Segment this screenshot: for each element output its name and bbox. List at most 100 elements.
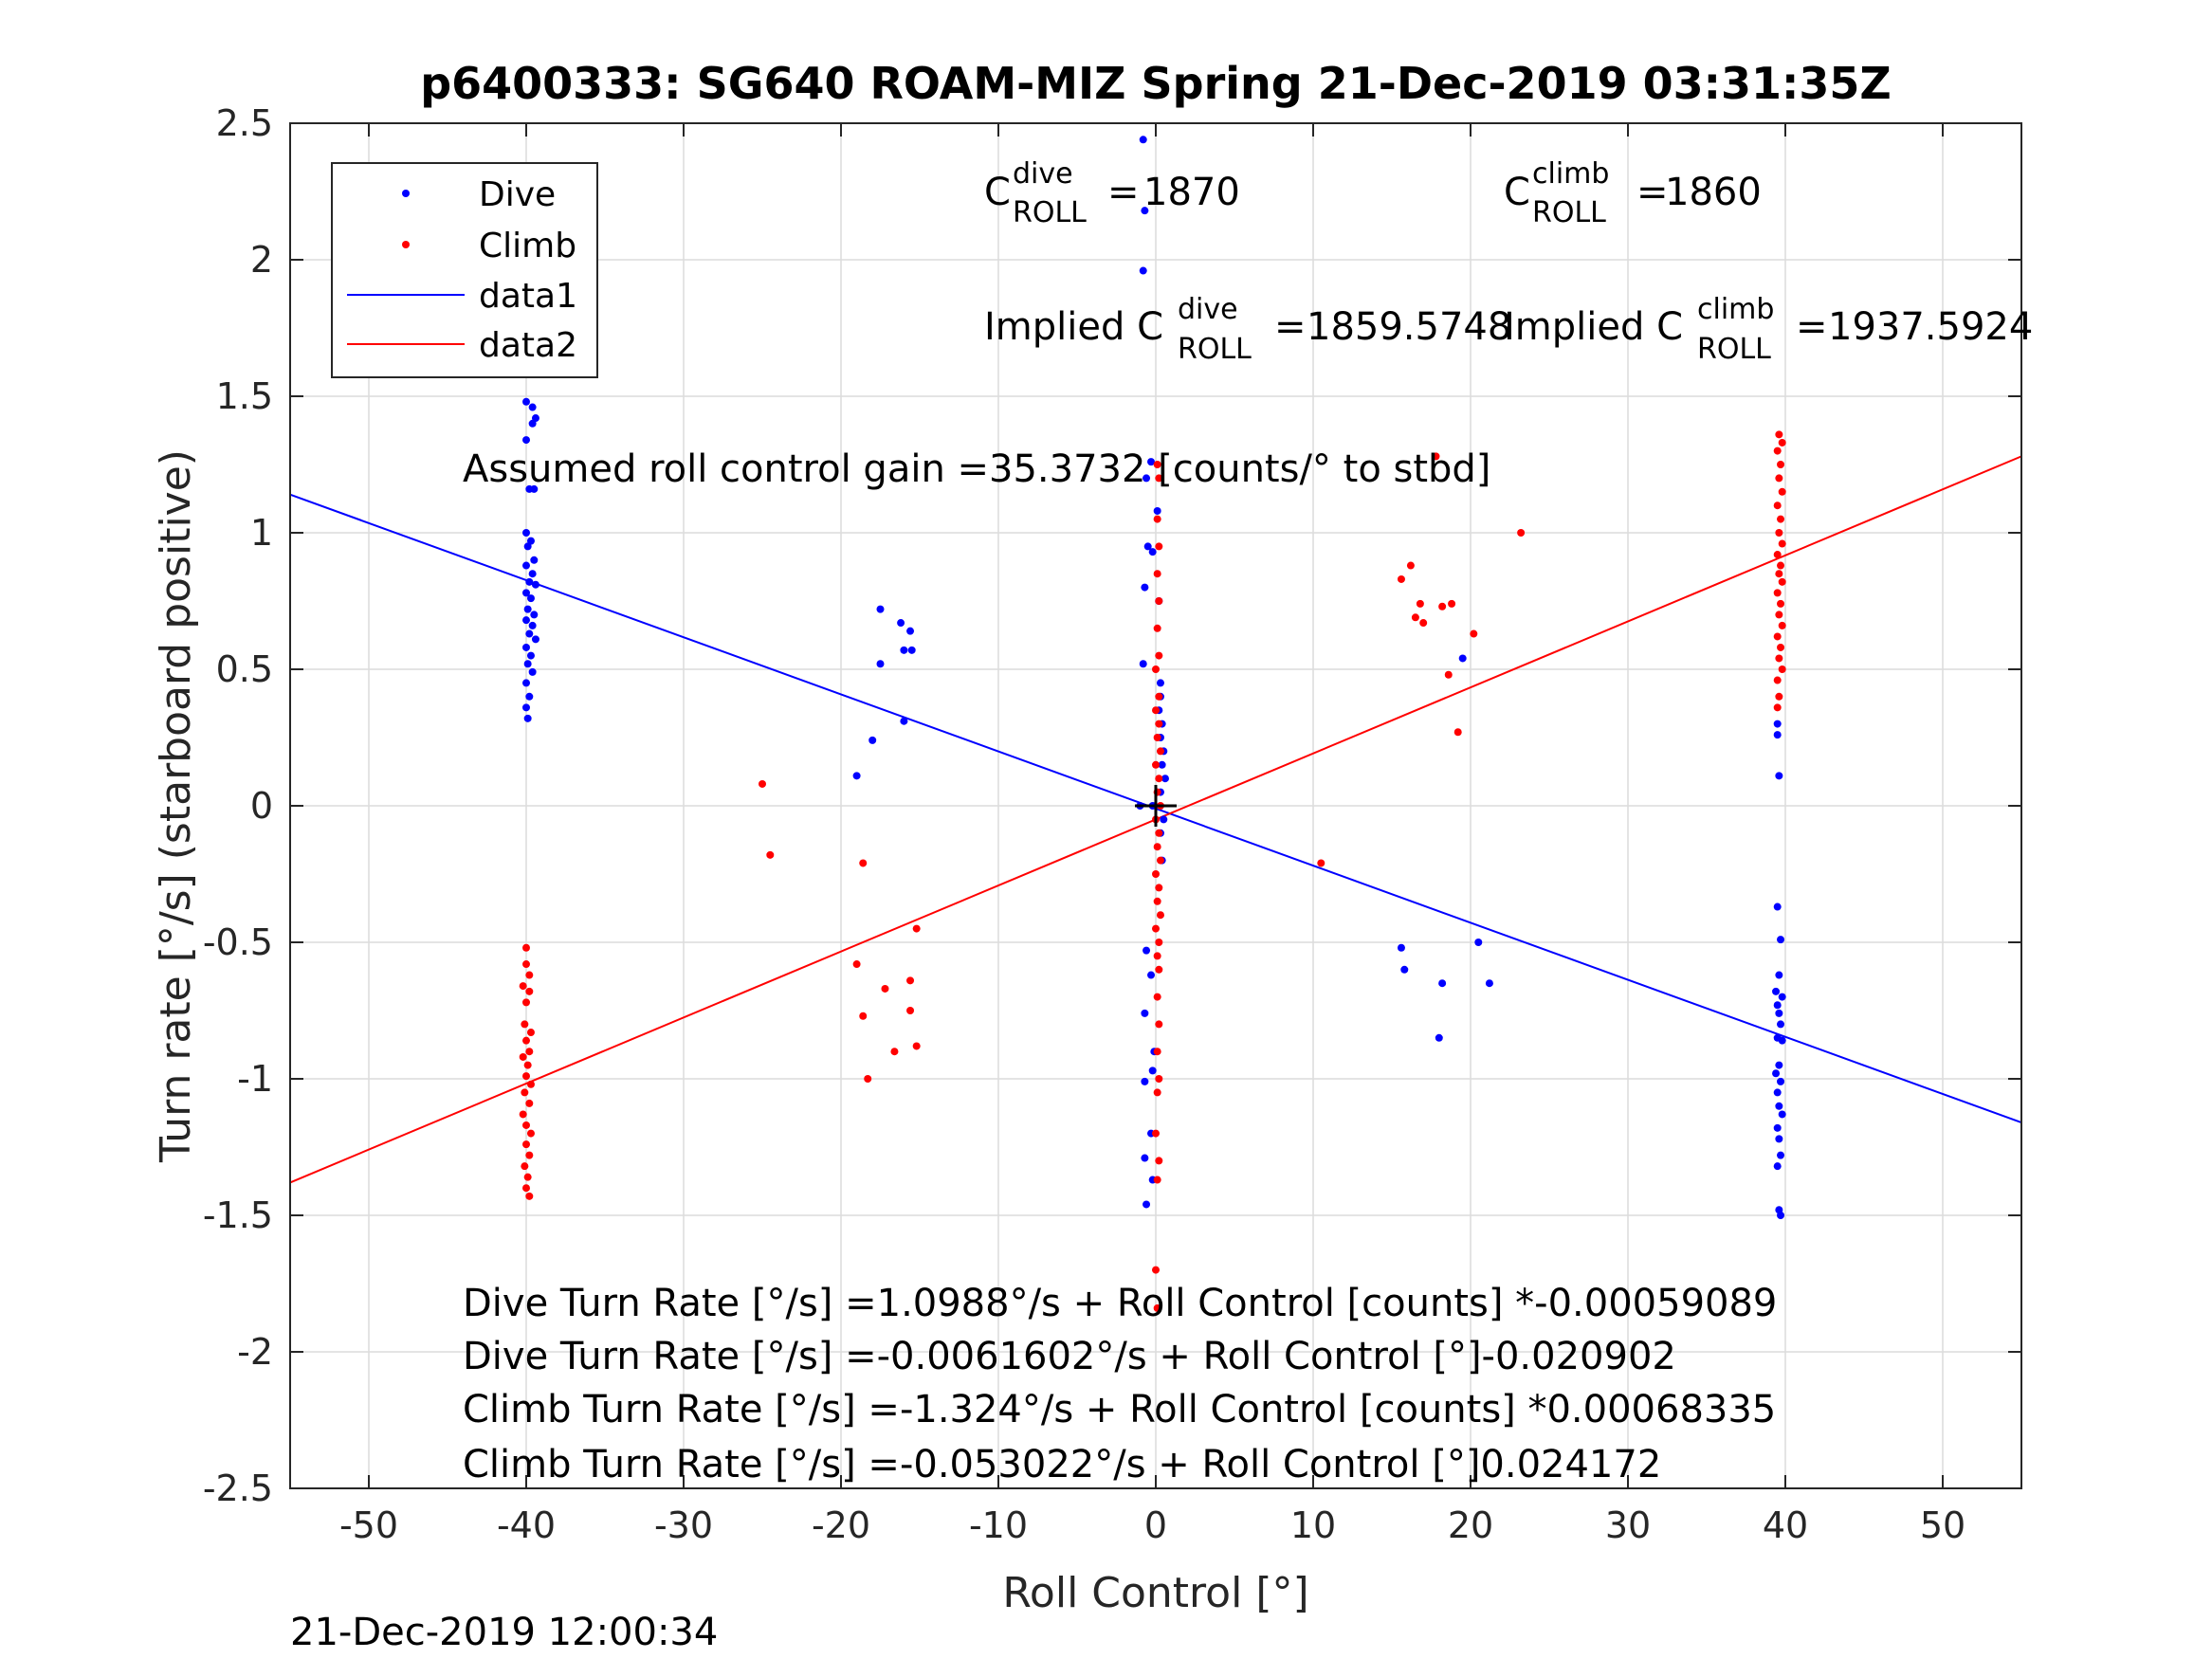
climb-point	[519, 982, 527, 991]
dive-point	[1775, 971, 1783, 979]
dive-point	[523, 542, 532, 551]
climb-point	[852, 960, 861, 969]
climb-point	[1153, 843, 1161, 851]
climb-point	[522, 1121, 530, 1129]
dive-point	[868, 736, 877, 744]
climb-point	[1775, 430, 1783, 439]
climb-point	[525, 1048, 534, 1056]
climb-point	[1775, 529, 1783, 537]
y-tick-label: 1.5	[216, 375, 273, 417]
c-roll-climb-sub: ROLL	[1532, 196, 1606, 229]
c-roll-climb-value: 1860	[1665, 171, 1762, 214]
climb-point	[1517, 529, 1526, 537]
dive-point	[528, 667, 537, 676]
climb-point	[1775, 692, 1783, 701]
climb-point	[890, 1048, 899, 1056]
climb-point	[1416, 599, 1424, 608]
climb-point	[1155, 474, 1163, 483]
climb-point	[1152, 1266, 1160, 1274]
x-tick-label: -10	[969, 1504, 1028, 1546]
climb-point	[766, 850, 775, 859]
x-tick-label: 20	[1448, 1504, 1493, 1546]
climb-point	[906, 1007, 915, 1014]
dive-point	[1773, 1088, 1782, 1097]
legend: Dive Climb data1 data2	[331, 162, 598, 378]
climb-point	[1777, 599, 1785, 608]
climb-point	[1156, 911, 1164, 920]
climb-point	[521, 1162, 529, 1171]
origin-crosshair	[1135, 785, 1177, 827]
c-roll-dive-eq: =	[1107, 171, 1140, 214]
dive-point	[523, 714, 532, 722]
climb-point	[519, 1052, 527, 1061]
climb-point	[1432, 452, 1440, 461]
dive-point	[530, 484, 539, 493]
climb-point	[1419, 619, 1428, 628]
implied-climb-sub: ROLL	[1697, 333, 1771, 366]
dive-point	[522, 643, 530, 651]
climb-point	[859, 859, 868, 867]
implied-climb-prefix: Implied C	[1504, 305, 1683, 349]
climb-point	[1153, 461, 1161, 468]
dive-point	[1139, 136, 1147, 144]
dive-point	[1773, 1123, 1782, 1132]
climb-point	[1775, 570, 1783, 578]
dive-point	[522, 436, 530, 445]
climb-point	[525, 987, 534, 995]
dive-point	[1775, 1061, 1783, 1069]
dive-point	[525, 629, 534, 638]
c-roll-climb-c: C	[1504, 171, 1530, 214]
dive-point	[522, 703, 530, 712]
climb-point	[1444, 670, 1453, 679]
dive-point	[528, 621, 537, 629]
climb-point	[1773, 676, 1782, 684]
implied-dive-sub: ROLL	[1178, 333, 1252, 366]
x-tick-label: 30	[1605, 1504, 1651, 1546]
climb-point	[525, 971, 534, 979]
x-tick-label: 40	[1763, 1504, 1808, 1546]
dive-point	[1153, 506, 1161, 515]
y-tick-label: -1	[237, 1058, 273, 1100]
dive-point	[526, 594, 535, 603]
dive-point	[1139, 266, 1147, 275]
implied-dive-prefix: Implied C	[984, 305, 1163, 349]
dive-point	[1141, 583, 1149, 592]
dive-point	[1160, 815, 1168, 824]
dive-point	[1778, 1036, 1786, 1045]
dive-point	[1400, 965, 1409, 974]
y-tick-label: 2	[250, 239, 273, 281]
dive-point	[1143, 474, 1151, 483]
c-roll-dive-sup: dive	[1013, 157, 1073, 191]
climb-point	[881, 984, 889, 993]
dive-point	[1458, 654, 1467, 663]
climb-point	[1152, 706, 1160, 715]
x-tick-label: 0	[1144, 1504, 1167, 1546]
dive-point	[852, 772, 861, 780]
implied-dive-annotation: Implied C dive ROLL = 1859.5748	[984, 293, 1511, 366]
legend-climb-label: Climb	[479, 227, 576, 265]
climb-point	[1152, 1129, 1160, 1138]
dive-point	[525, 692, 534, 701]
implied-dive-value: 1859.5748	[1307, 305, 1511, 349]
dive-point	[1474, 939, 1483, 946]
dive-point	[528, 403, 537, 411]
x-axis-label: Roll Control [°]	[1002, 1569, 1308, 1617]
climb-point	[522, 1036, 530, 1045]
dive-point	[907, 646, 916, 654]
dive-point	[1156, 679, 1164, 687]
implied-climb-value: 1937.5924	[1828, 305, 2033, 349]
dive-point	[900, 646, 908, 654]
climb-point	[1778, 487, 1786, 496]
dive-point	[1485, 979, 1493, 988]
x-tick-label: 50	[1920, 1504, 1965, 1546]
y-tick-label: -2.5	[203, 1468, 273, 1509]
climb-counts-equation: Climb Turn Rate [°/s] =-1.324°/s + Roll …	[463, 1388, 1776, 1431]
climb-point	[859, 1012, 868, 1020]
dive-point	[522, 679, 530, 687]
climb-point	[1775, 474, 1783, 483]
dive-point	[1773, 720, 1782, 728]
climb-point	[521, 1088, 529, 1097]
climb-point	[1777, 643, 1785, 651]
dive-point	[906, 627, 915, 635]
